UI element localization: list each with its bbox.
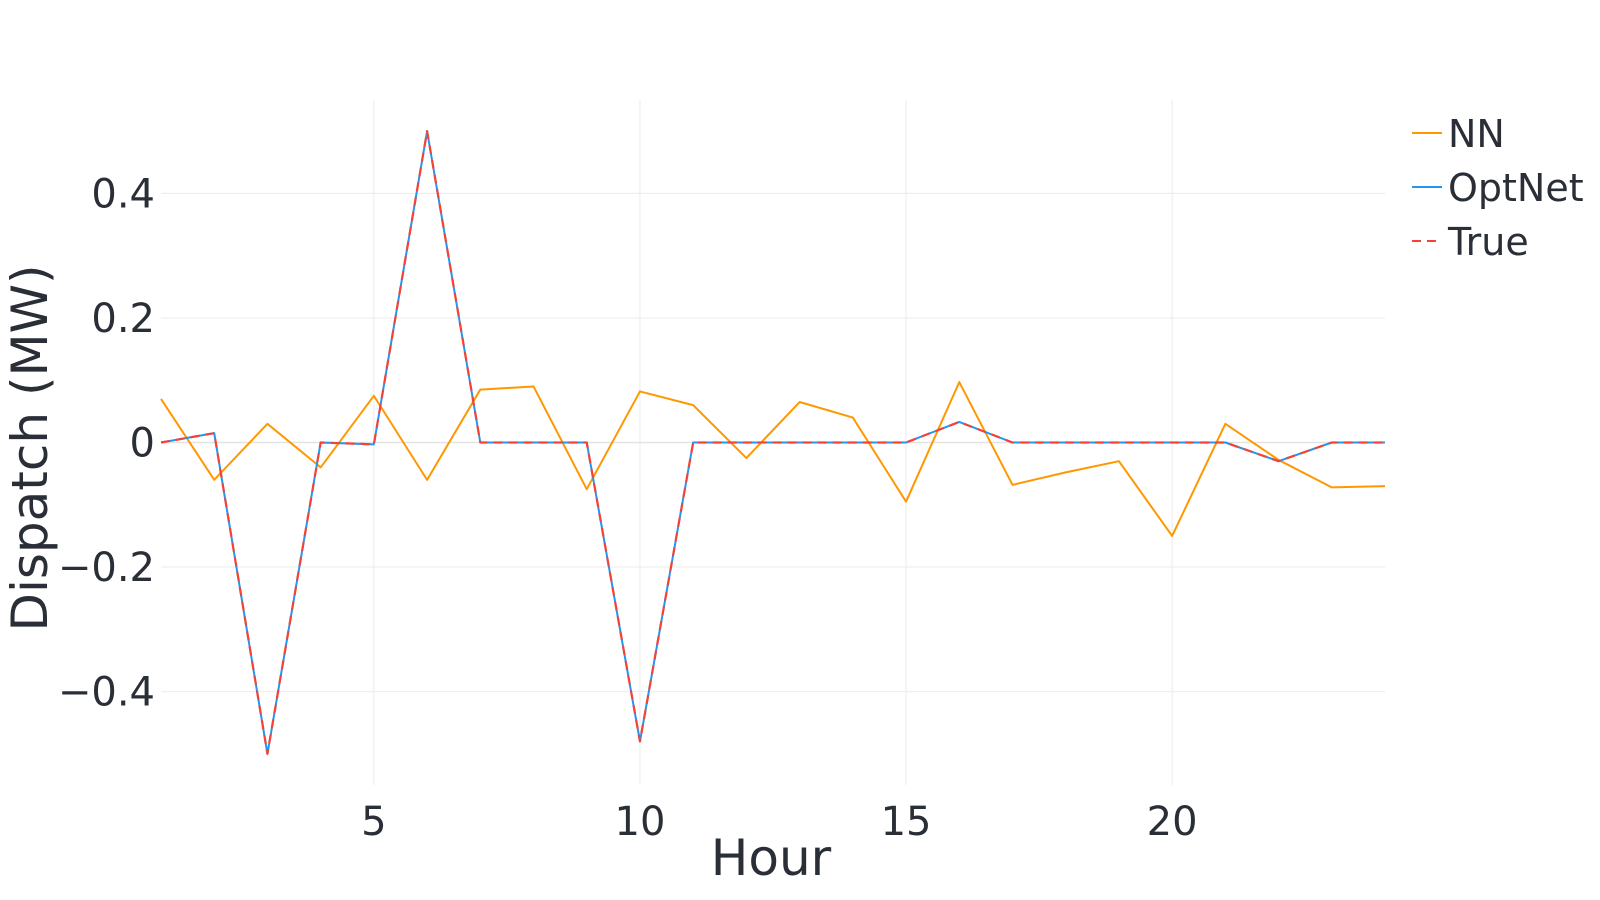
legend-label: OptNet — [1448, 166, 1584, 210]
series-line-nn — [160, 381, 1386, 537]
y-tick-labels: 0.4 0.2 0 −0.2 −0.4 — [58, 171, 155, 715]
series-line-true — [160, 130, 1385, 755]
grid-lines — [161, 100, 1385, 785]
y-tick-label: 0.2 — [91, 296, 155, 342]
legend-item-optnet[interactable]: OptNet — [1412, 166, 1584, 210]
legend-label: NN — [1448, 112, 1505, 156]
legend-item-nn[interactable]: NN — [1412, 112, 1505, 156]
x-tick-label: 20 — [1147, 799, 1198, 845]
y-axis-title: Dispatch (MW) — [1, 264, 59, 631]
y-tick-label: −0.4 — [58, 670, 155, 716]
y-tick-label: 0.4 — [91, 171, 155, 217]
y-tick-label: 0 — [130, 421, 155, 467]
y-tick-label: −0.2 — [58, 545, 155, 591]
x-tick-label: 10 — [615, 799, 666, 845]
x-axis-title: Hour — [711, 829, 832, 887]
series-lines — [160, 130, 1386, 755]
legend-item-true[interactable]: True — [1412, 220, 1529, 264]
legend-label: True — [1447, 220, 1529, 264]
x-tick-labels: 5 10 15 20 — [361, 799, 1197, 845]
x-tick-label: 5 — [361, 799, 386, 845]
x-tick-label: 15 — [881, 799, 932, 845]
legend: NN OptNet True — [1412, 112, 1584, 264]
